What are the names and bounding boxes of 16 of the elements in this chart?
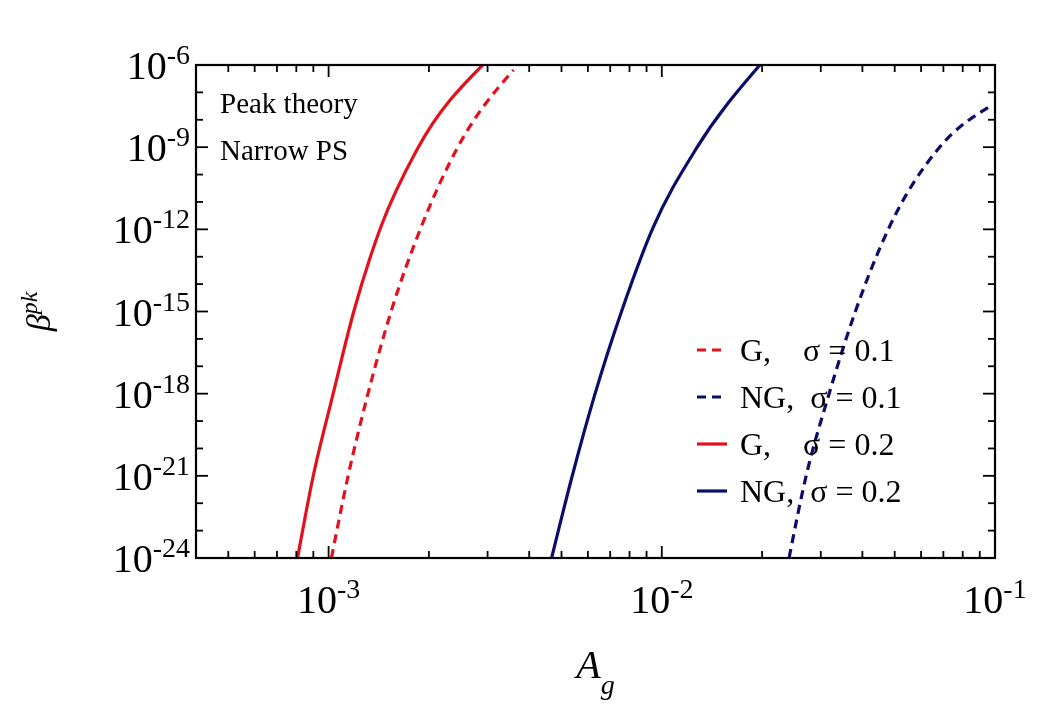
annotation: Narrow PS xyxy=(220,134,349,166)
legend-label: G, σ = 0.2 xyxy=(740,426,895,462)
y-tick-label: 10$^{-24}$ xyxy=(112,531,190,581)
x-axis-title: A$_{g}$ xyxy=(573,642,615,700)
y-tick-label: 10$^{-9}$ xyxy=(126,120,190,171)
y-tick-label: 10$^{-21}$ xyxy=(112,449,190,499)
annotation: Peak theory xyxy=(220,87,359,119)
x-tick-label: 10$^{-3}$ xyxy=(296,572,361,622)
legend-label: NG, σ = 0.1 xyxy=(740,379,902,415)
y-tick-label: 10$^{-12}$ xyxy=(112,202,190,253)
legend-label: NG, σ = 0.2 xyxy=(740,473,902,509)
x-tick-label: 10$^{-1}$ xyxy=(963,572,1027,622)
y-tick-label: 10$^{-6}$ xyxy=(126,38,190,88)
y-tick-label: 10$^{-18}$ xyxy=(112,367,190,417)
x-tick-label: 10$^{-2}$ xyxy=(630,572,694,622)
y-tick-label: 10$^{-15}$ xyxy=(112,285,190,335)
